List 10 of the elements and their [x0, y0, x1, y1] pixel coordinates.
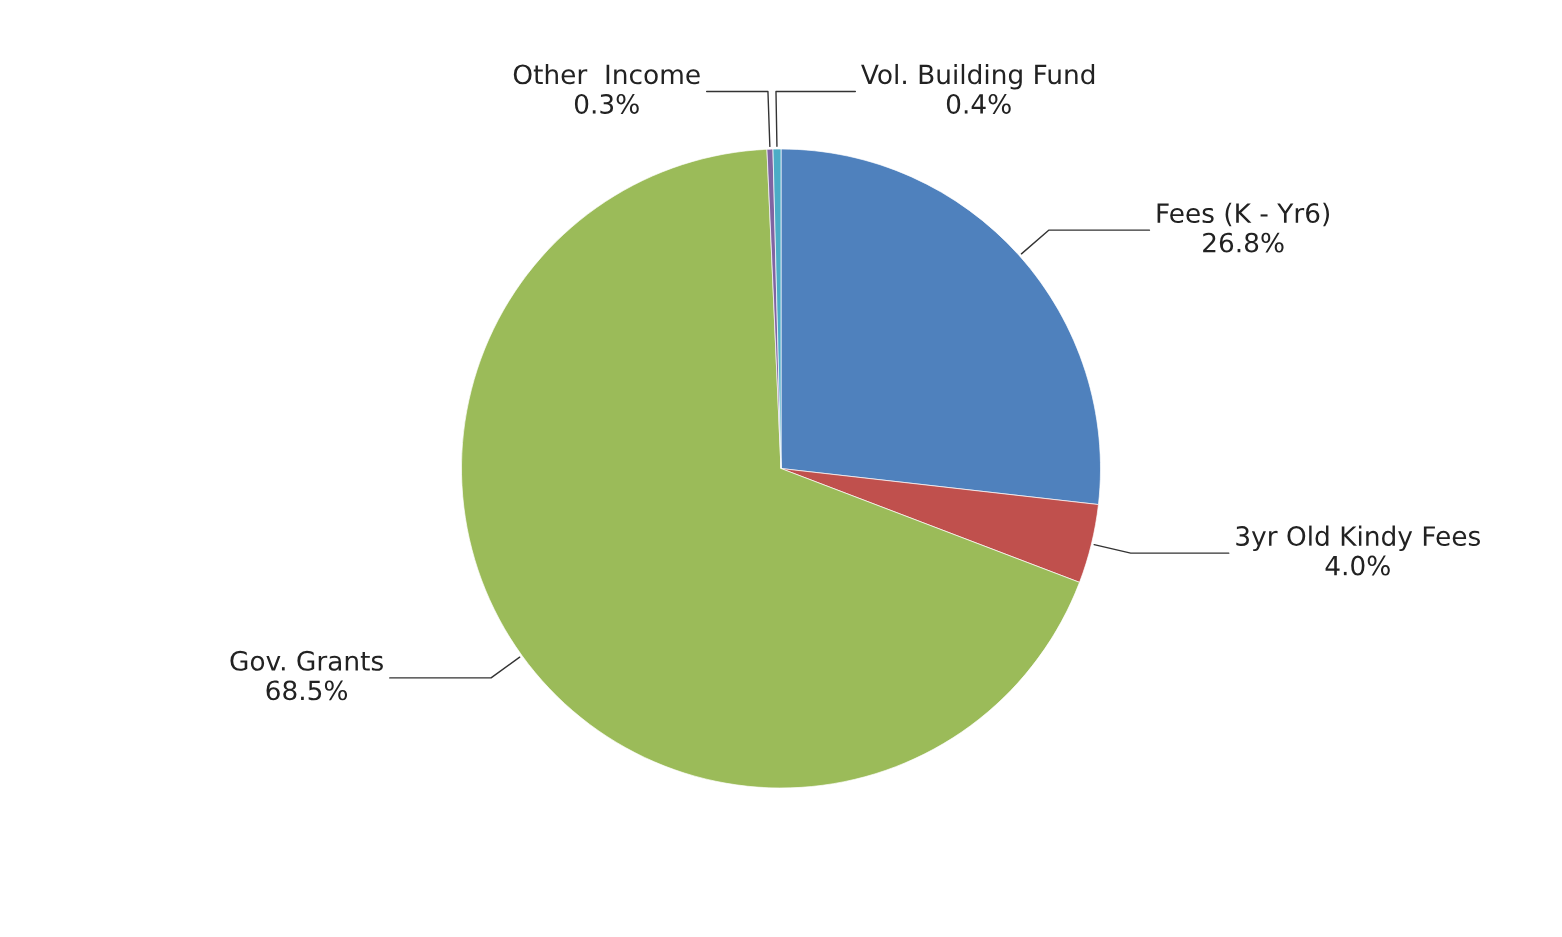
data-label: 0.4%: [946, 93, 1011, 114]
data-label: 0.3%: [574, 93, 639, 114]
slice-label: Vol. Building Fund: [861, 63, 1095, 90]
slice-label: Gov. Grants: [230, 650, 383, 671]
data-label: 26.8%: [1203, 232, 1284, 253]
slice-label: 3yr Old Kindy Fees: [1236, 525, 1480, 552]
data-label: 4.0%: [1325, 555, 1390, 576]
slice-label: Other Income: [513, 63, 700, 85]
slice-label: Fees (K - Yr6): [1157, 202, 1330, 227]
data-label: 68.5%: [266, 680, 348, 701]
